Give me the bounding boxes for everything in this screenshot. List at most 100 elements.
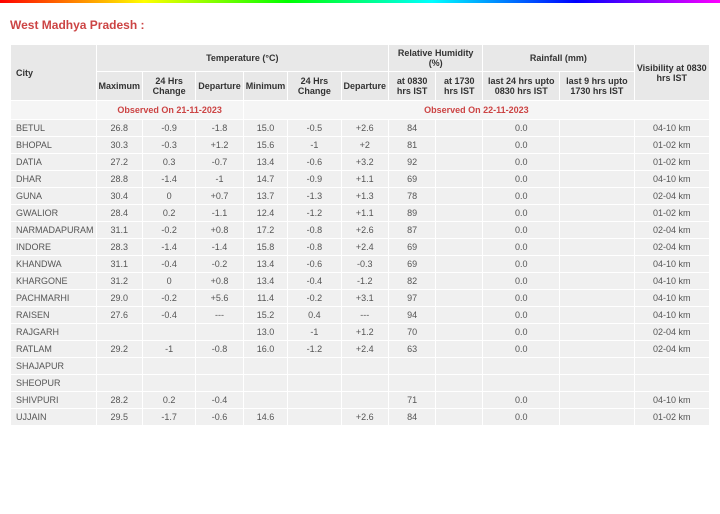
cell-vis: 02-04 km [634, 188, 710, 205]
cell-rh1730 [436, 256, 483, 273]
cell-mindep: +1.3 [341, 188, 389, 205]
cell-vis: 04-10 km [634, 171, 710, 188]
cell-rain9 [560, 392, 634, 409]
cell-rain24: 0.0 [483, 171, 560, 188]
cell-maxdep: +5.6 [196, 290, 244, 307]
cell-city: GUNA [11, 188, 97, 205]
cell-min [243, 375, 288, 392]
cell-minch: -1.2 [288, 341, 341, 358]
weather-table: City Temperature (°C) Relative Humidity … [10, 44, 710, 426]
cell-rh0830: 69 [389, 171, 436, 188]
cell-vis: 04-10 km [634, 120, 710, 137]
cell-rain9 [560, 137, 634, 154]
cell-minch: -1.3 [288, 188, 341, 205]
table-row: DHAR28.8-1.4-114.7-0.9+1.1690.004-10 km [11, 171, 710, 188]
cell-max: 28.3 [96, 239, 143, 256]
table-row: PACHMARHI29.0-0.2+5.611.4-0.2+3.1970.004… [11, 290, 710, 307]
cell-min: 13.7 [243, 188, 288, 205]
cell-maxch: -0.3 [143, 137, 196, 154]
table-row: UJJAIN29.5-1.7-0.614.6+2.6840.001-02 km [11, 409, 710, 426]
region-title: West Madhya Pradesh : [10, 18, 710, 32]
cell-maxdep: -1.8 [196, 120, 244, 137]
cell-vis: 01-02 km [634, 137, 710, 154]
cell-rain24: 0.0 [483, 222, 560, 239]
cell-city: SHEOPUR [11, 375, 97, 392]
cell-rh1730 [436, 307, 483, 324]
table-row: GUNA30.40+0.713.7-1.3+1.3780.002-04 km [11, 188, 710, 205]
cell-city: PACHMARHI [11, 290, 97, 307]
cell-min [243, 358, 288, 375]
obs-empty [11, 101, 97, 120]
cell-maxdep: -0.2 [196, 256, 244, 273]
cell-max: 31.2 [96, 273, 143, 290]
cell-maxdep: +0.8 [196, 222, 244, 239]
cell-maxch: -0.4 [143, 256, 196, 273]
cell-rain24: 0.0 [483, 307, 560, 324]
min-change-header: 24 Hrs Change [288, 72, 341, 101]
cell-min: 13.4 [243, 273, 288, 290]
cell-city: BETUL [11, 120, 97, 137]
cell-mindep: +2.4 [341, 341, 389, 358]
cell-maxdep: -1 [196, 171, 244, 188]
cell-minch: -0.5 [288, 120, 341, 137]
cell-max [96, 375, 143, 392]
cell-rh0830: 84 [389, 120, 436, 137]
cell-vis: 04-10 km [634, 307, 710, 324]
cell-vis [634, 358, 710, 375]
cell-rh1730 [436, 171, 483, 188]
cell-mindep: +2.6 [341, 409, 389, 426]
cell-min: 11.4 [243, 290, 288, 307]
cell-city: RAJGARH [11, 324, 97, 341]
cell-maxdep: --- [196, 307, 244, 324]
cell-minch [288, 375, 341, 392]
cell-rain24: 0.0 [483, 239, 560, 256]
table-row: BHOPAL30.3-0.3+1.215.6-1+2810.001-02 km [11, 137, 710, 154]
cell-rh1730 [436, 324, 483, 341]
table-row: GWALIOR28.40.2-1.112.4-1.2+1.1890.001-02… [11, 205, 710, 222]
table-row: RATLAM29.2-1-0.816.0-1.2+2.4630.002-04 k… [11, 341, 710, 358]
cell-city: DHAR [11, 171, 97, 188]
table-row: KHANDWA31.1-0.4-0.213.4-0.6-0.3690.004-1… [11, 256, 710, 273]
cell-rh1730 [436, 154, 483, 171]
cell-maxdep: +1.2 [196, 137, 244, 154]
cell-rh0830: 84 [389, 409, 436, 426]
temperature-header: Temperature (°C) [96, 45, 389, 72]
cell-min: 13.4 [243, 154, 288, 171]
table-row: SHAJAPUR [11, 358, 710, 375]
cell-maxch: -1.7 [143, 409, 196, 426]
cell-min: 12.4 [243, 205, 288, 222]
cell-rain24: 0.0 [483, 409, 560, 426]
cell-minch: 0.4 [288, 307, 341, 324]
cell-max: 26.8 [96, 120, 143, 137]
cell-vis: 04-10 km [634, 290, 710, 307]
cell-rh1730 [436, 392, 483, 409]
cell-mindep: +3.2 [341, 154, 389, 171]
cell-rain9 [560, 290, 634, 307]
cell-rain24: 0.0 [483, 154, 560, 171]
cell-rain9 [560, 358, 634, 375]
cell-rain9 [560, 375, 634, 392]
main-container: West Madhya Pradesh : City Temperature (… [0, 3, 720, 441]
cell-rh1730 [436, 120, 483, 137]
cell-vis: 02-04 km [634, 239, 710, 256]
max-change-header: 24 Hrs Change [143, 72, 196, 101]
cell-rain9 [560, 324, 634, 341]
cell-max: 27.6 [96, 307, 143, 324]
cell-maxch: -1.4 [143, 239, 196, 256]
cell-vis: 04-10 km [634, 392, 710, 409]
cell-maxdep [196, 358, 244, 375]
cell-rain9 [560, 171, 634, 188]
cell-rh1730 [436, 375, 483, 392]
table-body: BETUL26.8-0.9-1.815.0-0.5+2.6840.004-10 … [11, 120, 710, 426]
cell-max: 30.4 [96, 188, 143, 205]
cell-mindep: +1.1 [341, 205, 389, 222]
table-row: BETUL26.8-0.9-1.815.0-0.5+2.6840.004-10 … [11, 120, 710, 137]
cell-city: BHOPAL [11, 137, 97, 154]
cell-maxch: 0.2 [143, 205, 196, 222]
cell-minch: -0.2 [288, 290, 341, 307]
cell-max: 31.1 [96, 256, 143, 273]
cell-city: SHIVPURI [11, 392, 97, 409]
cell-min: 16.0 [243, 341, 288, 358]
cell-mindep: +1.2 [341, 324, 389, 341]
cell-rh1730 [436, 239, 483, 256]
